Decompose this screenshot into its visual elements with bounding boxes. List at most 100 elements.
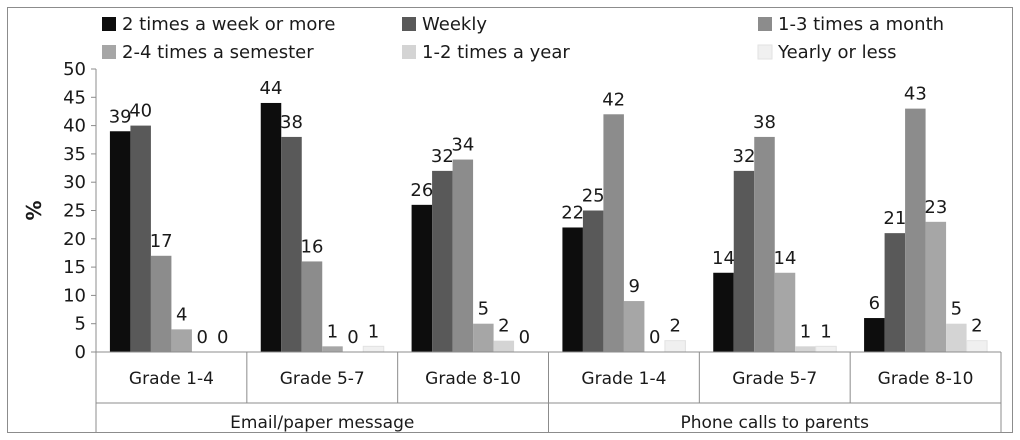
data-label: 9	[628, 276, 639, 297]
data-label: 2	[971, 316, 982, 337]
legend-swatch	[402, 45, 416, 59]
bar	[582, 210, 604, 352]
bar	[864, 318, 885, 352]
bar	[925, 221, 947, 352]
data-label: 0	[196, 327, 207, 348]
data-label: 38	[280, 112, 303, 133]
y-tick-label: 35	[63, 144, 86, 165]
data-label: 17	[150, 231, 173, 252]
data-label: 40	[129, 101, 152, 122]
bar	[362, 345, 385, 353]
data-label: 21	[883, 208, 906, 229]
bar	[322, 346, 343, 352]
data-label: 0	[519, 327, 530, 348]
y-axis: 0 5 10 15 20 25 30 35 40 45 50%	[22, 59, 97, 433]
bar	[774, 272, 796, 352]
data-label: 5	[478, 299, 489, 320]
data-label: 44	[260, 78, 283, 99]
legend-label: 1-3 times a month	[778, 14, 944, 35]
bar	[884, 233, 906, 352]
x-category-label: Grade 1-4	[129, 369, 214, 389]
legend-label: 2-4 times a semester	[122, 42, 314, 63]
bar	[281, 136, 302, 352]
data-label: 32	[733, 146, 756, 167]
data-label: 32	[431, 146, 454, 167]
legend-label: Yearly or less	[777, 42, 896, 63]
data-label: 16	[301, 236, 324, 257]
y-tick-label: 40	[63, 116, 86, 137]
data-label: 6	[869, 293, 880, 314]
data-label: 0	[217, 327, 228, 348]
data-label: 2	[498, 316, 509, 337]
data-label: 1	[800, 321, 811, 342]
data-label: 34	[451, 135, 474, 156]
bar	[432, 170, 453, 352]
bar	[411, 204, 433, 352]
data-label: 4	[176, 304, 187, 325]
bar	[452, 159, 474, 352]
data-label: 2	[669, 316, 680, 337]
y-tick-label: 5	[75, 314, 86, 335]
legend: 2 times a week or more Weekly 1-3 times a …	[102, 14, 944, 63]
legend-swatch	[757, 44, 773, 60]
bar	[905, 108, 926, 353]
legend-swatch	[102, 45, 116, 59]
data-label: 43	[904, 84, 927, 105]
bar	[623, 301, 645, 352]
x-category-label: Grade 1-4	[581, 369, 666, 389]
bar	[171, 329, 192, 352]
bar	[150, 255, 172, 352]
bar-chart: 2 times a week or more Weekly 1-3 times a …	[22, 14, 1002, 433]
x-axis: Grade 1-4 Grade 5-7 Grade 8-10 Email/paper …	[95, 351, 1002, 433]
legend-swatch	[758, 17, 772, 31]
x-group-label: Email/paper message	[230, 413, 414, 432]
legend-swatch	[402, 17, 416, 31]
bar	[301, 261, 323, 352]
data-label: 14	[712, 248, 735, 269]
y-tick-label: 20	[63, 229, 86, 250]
data-label: 1	[820, 321, 831, 342]
bar	[754, 136, 775, 352]
bar	[109, 131, 131, 352]
bar	[733, 170, 755, 352]
bar	[664, 340, 686, 353]
bar	[966, 340, 988, 353]
bar	[473, 323, 494, 352]
bar	[795, 346, 816, 352]
x-category-label: Grade 5-7	[280, 369, 365, 389]
bar	[713, 272, 734, 352]
x-category-label: Grade 5-7	[732, 369, 817, 389]
data-label: 0	[649, 327, 660, 348]
data-label: 23	[924, 197, 947, 218]
data-label: 1	[327, 321, 338, 342]
data-label: 39	[109, 106, 132, 127]
y-axis-title: %	[22, 200, 46, 220]
legend-label: Weekly	[422, 14, 487, 35]
data-label: 42	[602, 89, 625, 110]
bar	[260, 102, 282, 353]
data-label: 26	[410, 180, 433, 201]
bar	[562, 227, 583, 352]
chart-frame: 2 times a week or more Weekly 1-3 times a …	[7, 7, 1013, 433]
data-label: 22	[561, 202, 584, 223]
data-label: 25	[582, 186, 605, 207]
data-label: 0	[347, 327, 358, 348]
bar	[130, 125, 151, 352]
bar	[815, 345, 837, 353]
legend-swatch	[102, 17, 116, 31]
bars	[109, 102, 988, 353]
x-category-label: Grade 8-10	[878, 369, 974, 389]
y-tick-label: 30	[63, 172, 86, 193]
legend-label: 2 times a week or more	[122, 14, 335, 35]
y-tick-label: 15	[63, 257, 86, 278]
data-label: 5	[951, 299, 962, 320]
y-tick-label: 50	[63, 59, 86, 80]
bar	[603, 114, 624, 352]
x-category-label: Grade 8-10	[425, 369, 521, 389]
data-label: 14	[774, 248, 797, 269]
data-label: 38	[753, 112, 776, 133]
bar	[946, 323, 967, 352]
y-tick-label: 10	[63, 285, 86, 306]
x-group-label: Phone calls to parents	[680, 413, 869, 432]
